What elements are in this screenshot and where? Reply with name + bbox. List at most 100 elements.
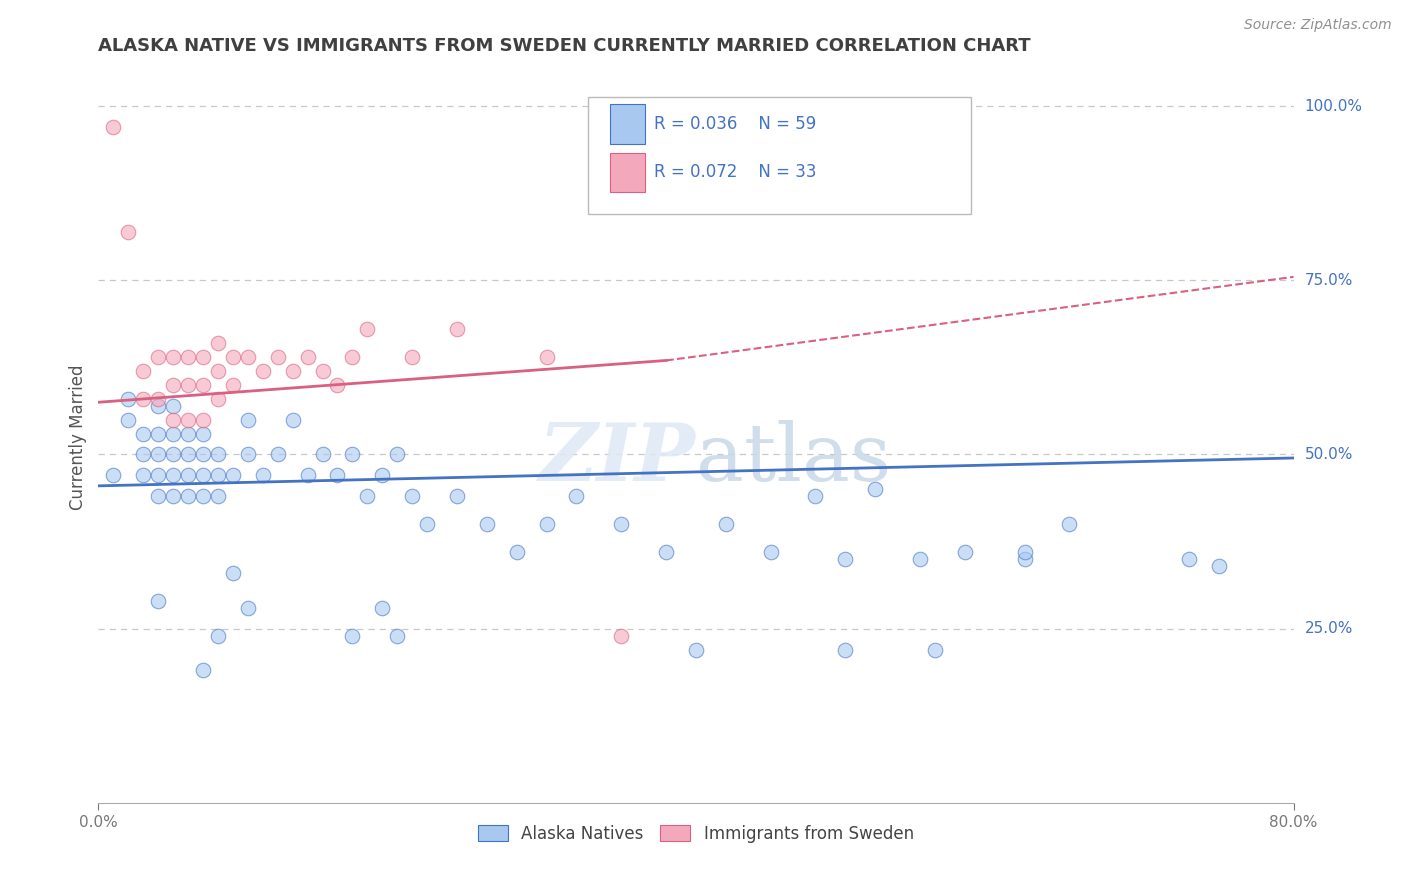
Point — [222, 377, 245, 392]
Point — [924, 642, 946, 657]
Point — [191, 426, 214, 441]
Point — [148, 392, 170, 406]
Legend: Alaska Natives, Immigrants from Sweden: Alaska Natives, Immigrants from Sweden — [471, 818, 921, 849]
Point — [1014, 552, 1036, 566]
Point — [342, 629, 364, 643]
Point — [117, 412, 139, 426]
Point — [222, 566, 245, 580]
Point — [191, 489, 214, 503]
Text: ALASKA NATIVE VS IMMIGRANTS FROM SWEDEN CURRENTLY MARRIED CORRELATION CHART: ALASKA NATIVE VS IMMIGRANTS FROM SWEDEN … — [98, 37, 1031, 54]
Point — [162, 426, 184, 441]
Point — [267, 350, 290, 364]
Point — [401, 489, 423, 503]
Point — [311, 364, 333, 378]
Point — [1208, 558, 1230, 573]
Point — [297, 468, 319, 483]
Text: 25.0%: 25.0% — [1305, 621, 1353, 636]
Point — [191, 468, 214, 483]
Point — [446, 322, 468, 336]
Point — [117, 225, 139, 239]
Point — [177, 448, 200, 462]
Text: R = 0.036    N = 59: R = 0.036 N = 59 — [654, 115, 817, 133]
Point — [207, 364, 229, 378]
Point — [162, 448, 184, 462]
Text: R = 0.072    N = 33: R = 0.072 N = 33 — [654, 163, 817, 181]
Point — [177, 412, 200, 426]
Point — [103, 120, 125, 134]
Point — [714, 517, 737, 532]
Point — [834, 642, 856, 657]
Point — [953, 545, 976, 559]
Point — [536, 517, 558, 532]
Point — [148, 399, 170, 413]
Point — [162, 377, 184, 392]
Point — [177, 489, 200, 503]
Point — [655, 545, 678, 559]
Point — [191, 350, 214, 364]
Point — [1059, 517, 1081, 532]
Point — [162, 412, 184, 426]
Point — [132, 364, 155, 378]
Point — [177, 350, 200, 364]
Point — [416, 517, 439, 532]
Point — [148, 426, 170, 441]
Point — [506, 545, 529, 559]
Point — [267, 448, 290, 462]
FancyBboxPatch shape — [589, 97, 972, 214]
Point — [610, 629, 633, 643]
Point — [132, 468, 155, 483]
Point — [191, 448, 214, 462]
Point — [342, 448, 364, 462]
Point — [356, 489, 378, 503]
FancyBboxPatch shape — [610, 104, 644, 144]
Point — [908, 552, 931, 566]
Point — [385, 448, 409, 462]
Point — [685, 642, 707, 657]
Point — [207, 629, 229, 643]
Point — [326, 377, 349, 392]
Text: ZIP: ZIP — [538, 420, 696, 498]
Text: 75.0%: 75.0% — [1305, 273, 1353, 288]
Point — [385, 629, 409, 643]
Point — [148, 448, 170, 462]
Point — [177, 426, 200, 441]
Point — [475, 517, 498, 532]
Point — [342, 350, 364, 364]
Point — [162, 350, 184, 364]
Point — [222, 350, 245, 364]
Point — [148, 468, 170, 483]
Point — [356, 322, 378, 336]
Point — [311, 448, 333, 462]
Point — [371, 600, 394, 615]
Point — [610, 517, 633, 532]
Point — [536, 350, 558, 364]
Point — [236, 350, 259, 364]
Point — [371, 468, 394, 483]
Point — [297, 350, 319, 364]
Point — [162, 468, 184, 483]
Point — [207, 336, 229, 351]
Y-axis label: Currently Married: Currently Married — [69, 364, 87, 510]
Point — [281, 364, 304, 378]
Point — [281, 412, 304, 426]
Point — [162, 399, 184, 413]
Point — [103, 468, 125, 483]
Point — [446, 489, 468, 503]
Point — [565, 489, 588, 503]
Point — [252, 468, 274, 483]
Text: Source: ZipAtlas.com: Source: ZipAtlas.com — [1244, 18, 1392, 32]
Text: 50.0%: 50.0% — [1305, 447, 1353, 462]
Point — [191, 377, 214, 392]
Text: 100.0%: 100.0% — [1305, 99, 1362, 113]
Point — [132, 426, 155, 441]
Point — [804, 489, 827, 503]
Point — [132, 448, 155, 462]
Point — [1014, 545, 1036, 559]
Point — [236, 448, 259, 462]
Point — [326, 468, 349, 483]
Point — [117, 392, 139, 406]
Point — [177, 468, 200, 483]
Point — [759, 545, 782, 559]
Point — [148, 489, 170, 503]
Point — [207, 468, 229, 483]
